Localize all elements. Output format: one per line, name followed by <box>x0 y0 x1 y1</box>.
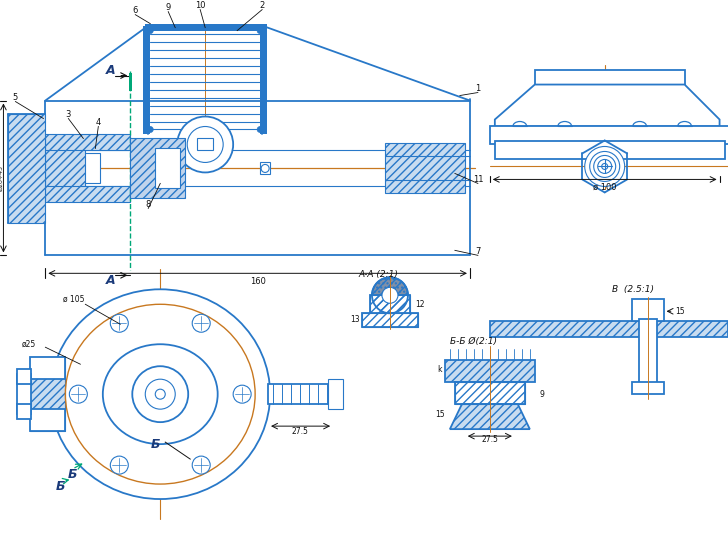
Circle shape <box>69 385 87 403</box>
Polygon shape <box>450 404 530 429</box>
Bar <box>362 313 418 327</box>
Circle shape <box>187 127 223 162</box>
Text: 27.5: 27.5 <box>292 427 309 436</box>
Text: A: A <box>106 64 115 77</box>
Text: 15: 15 <box>676 307 685 316</box>
Text: ø 105: ø 105 <box>63 295 84 304</box>
Circle shape <box>147 127 154 132</box>
Circle shape <box>257 127 263 132</box>
Bar <box>45 135 130 151</box>
Bar <box>490 127 728 145</box>
Text: 13: 13 <box>350 315 360 324</box>
Bar <box>31 357 66 431</box>
Circle shape <box>590 152 620 182</box>
Text: 9: 9 <box>539 390 545 399</box>
Bar <box>45 138 85 199</box>
Bar <box>260 162 270 175</box>
Text: 10: 10 <box>195 1 205 10</box>
Circle shape <box>261 164 269 172</box>
Circle shape <box>257 28 263 34</box>
Circle shape <box>598 160 612 174</box>
Text: 3: 3 <box>66 110 71 119</box>
Circle shape <box>602 163 608 169</box>
Text: 8: 8 <box>146 200 151 209</box>
Bar <box>143 26 150 135</box>
Ellipse shape <box>50 289 270 499</box>
Bar <box>197 138 213 151</box>
Bar <box>45 186 130 202</box>
Circle shape <box>192 456 210 474</box>
Text: Б: Б <box>151 437 160 451</box>
Bar <box>17 404 31 419</box>
Text: 6: 6 <box>132 6 138 15</box>
Circle shape <box>155 389 165 399</box>
Circle shape <box>372 277 408 313</box>
Bar <box>632 382 664 394</box>
Text: Ø20÷45: Ø20÷45 <box>0 165 4 191</box>
Bar <box>385 144 465 193</box>
Circle shape <box>111 456 128 474</box>
Text: Б: Б <box>55 480 65 492</box>
Bar <box>370 295 410 315</box>
Circle shape <box>132 366 189 422</box>
Text: 1: 1 <box>475 84 480 93</box>
Circle shape <box>177 116 233 172</box>
Polygon shape <box>495 84 719 127</box>
Text: k: k <box>438 365 442 374</box>
Text: ø25: ø25 <box>21 340 36 349</box>
Bar <box>455 382 525 404</box>
Bar <box>146 23 267 30</box>
Text: A: A <box>106 274 115 287</box>
Bar <box>45 153 100 183</box>
Bar <box>130 138 185 199</box>
Circle shape <box>147 28 154 34</box>
Text: Б: Б <box>68 468 77 481</box>
Bar <box>455 382 525 404</box>
Text: 160: 160 <box>250 277 266 286</box>
Bar <box>490 321 727 337</box>
Text: Б-Б Ø(2:1): Б-Б Ø(2:1) <box>450 337 497 345</box>
Circle shape <box>594 155 616 177</box>
Text: 12: 12 <box>415 300 424 309</box>
Text: 15: 15 <box>435 410 445 419</box>
Text: 7: 7 <box>475 247 480 256</box>
Text: 9: 9 <box>165 3 171 12</box>
Bar <box>155 148 181 189</box>
Text: 2: 2 <box>259 1 265 10</box>
Bar <box>632 299 664 321</box>
Bar <box>328 379 343 409</box>
Circle shape <box>146 379 175 409</box>
Text: ø 100: ø 100 <box>593 183 617 192</box>
Circle shape <box>585 146 625 186</box>
Text: 11: 11 <box>472 175 483 184</box>
Text: В  (2.5:1): В (2.5:1) <box>612 285 654 294</box>
Text: 5: 5 <box>13 93 18 102</box>
Bar <box>370 295 410 315</box>
Bar <box>17 374 31 414</box>
Ellipse shape <box>103 344 218 444</box>
Bar <box>362 313 418 327</box>
Bar <box>31 409 66 431</box>
Bar <box>445 360 535 382</box>
Bar <box>9 114 45 223</box>
Circle shape <box>111 314 128 332</box>
Bar <box>638 319 657 384</box>
Text: 27.5: 27.5 <box>481 435 498 444</box>
Bar <box>268 384 333 404</box>
Circle shape <box>192 314 210 332</box>
Bar <box>130 73 132 91</box>
Text: А-А (2:1): А-А (2:1) <box>358 270 398 279</box>
Bar <box>17 369 31 384</box>
Bar <box>260 26 267 135</box>
Circle shape <box>382 287 398 303</box>
Bar <box>535 69 684 84</box>
Bar <box>31 357 66 379</box>
Bar <box>495 142 724 160</box>
Text: 4: 4 <box>95 118 101 127</box>
Circle shape <box>233 385 251 403</box>
